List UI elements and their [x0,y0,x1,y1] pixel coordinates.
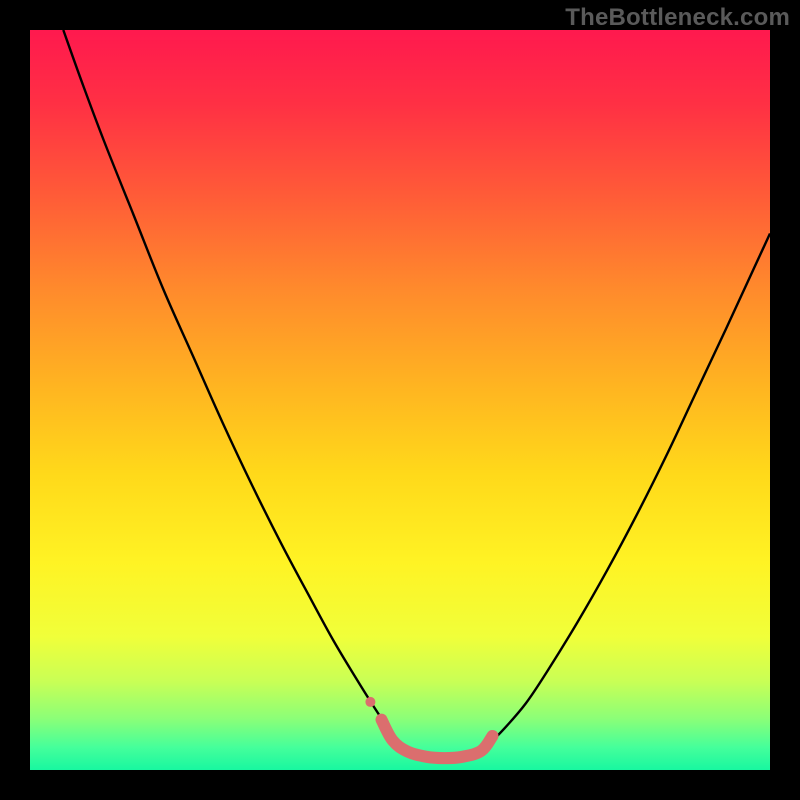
left-curve [63,30,400,744]
chart-frame: TheBottleneck.com [0,0,800,800]
chart-svg [30,30,770,770]
right-curve [489,234,770,745]
valley-highlight [382,720,493,758]
valley-dot [365,697,375,707]
watermark-text: TheBottleneck.com [565,4,790,32]
plot-area [30,30,770,770]
